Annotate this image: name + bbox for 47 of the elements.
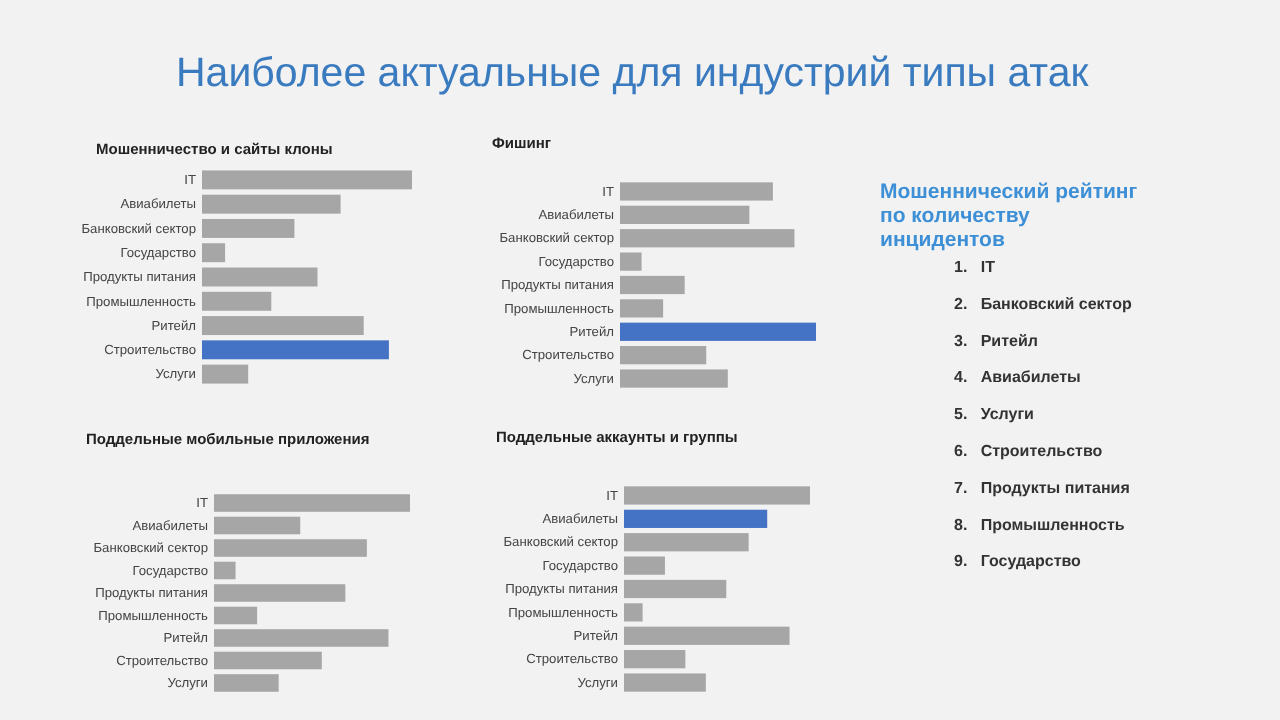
bar [202,291,272,311]
text: 1. IT [954,258,996,276]
bar [214,606,258,625]
bar [202,340,389,360]
bar [624,673,706,692]
text: 3. Ритейл [954,331,1038,350]
text: 7. Продукты питания [954,478,1131,497]
text: 6. Строительство [954,442,1103,460]
bar [624,579,727,599]
bar [620,346,707,365]
text: 9. Государство [954,552,1082,571]
bar [620,322,816,341]
bar [624,626,790,645]
bar [214,539,367,557]
bar [624,533,749,552]
bar [214,561,236,580]
bar [214,494,410,512]
bar [620,275,685,295]
bar [624,556,665,575]
bar [214,674,279,692]
bar [202,218,295,238]
bar [202,170,412,190]
bar [202,194,341,214]
bar [620,205,750,224]
bar [620,182,773,201]
bar [624,509,768,528]
bar [620,229,795,248]
bar [620,369,728,388]
text: 5. Услуги [954,405,1035,424]
bar [620,252,642,271]
bar [214,516,301,535]
text: Наиболее актуальные для индустрий типы атак [176,50,1091,96]
bar [624,603,643,622]
text: Мошеннический рейтинг по количеству инцидентов [880,180,1139,252]
bar [624,486,810,505]
bar [624,650,686,669]
text: 4. Авиабилеты [954,368,1081,387]
bar [214,651,322,670]
bar [620,299,664,318]
bar [214,629,389,647]
bar [202,316,364,336]
bar [202,267,318,287]
bar [214,584,346,602]
text: 8. Промышленность [954,515,1125,534]
bar [202,243,226,263]
bar [202,364,249,384]
text: 2. Банковский сектор [954,294,1132,313]
